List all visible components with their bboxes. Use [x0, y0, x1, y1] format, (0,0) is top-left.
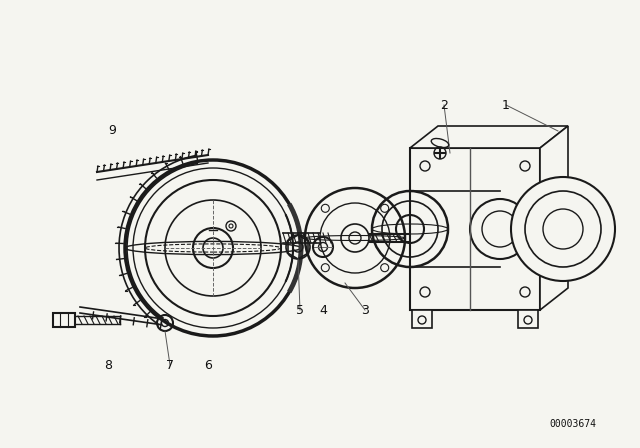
Text: 1: 1 [502, 99, 510, 112]
Polygon shape [412, 310, 432, 328]
Ellipse shape [550, 187, 578, 209]
Text: 6: 6 [204, 358, 212, 371]
Ellipse shape [550, 249, 578, 271]
Polygon shape [540, 126, 568, 310]
Text: 4: 4 [319, 303, 327, 316]
Text: 9: 9 [108, 124, 116, 137]
Polygon shape [53, 313, 75, 327]
Text: 8: 8 [104, 358, 112, 371]
Text: 2: 2 [440, 99, 448, 112]
Text: 3: 3 [361, 303, 369, 316]
Polygon shape [518, 310, 538, 328]
Polygon shape [410, 126, 568, 148]
Text: 00003674: 00003674 [550, 419, 596, 429]
Circle shape [511, 177, 615, 281]
Circle shape [470, 199, 530, 259]
Text: 5: 5 [296, 303, 304, 316]
Text: 7: 7 [166, 358, 174, 371]
Polygon shape [410, 148, 540, 310]
